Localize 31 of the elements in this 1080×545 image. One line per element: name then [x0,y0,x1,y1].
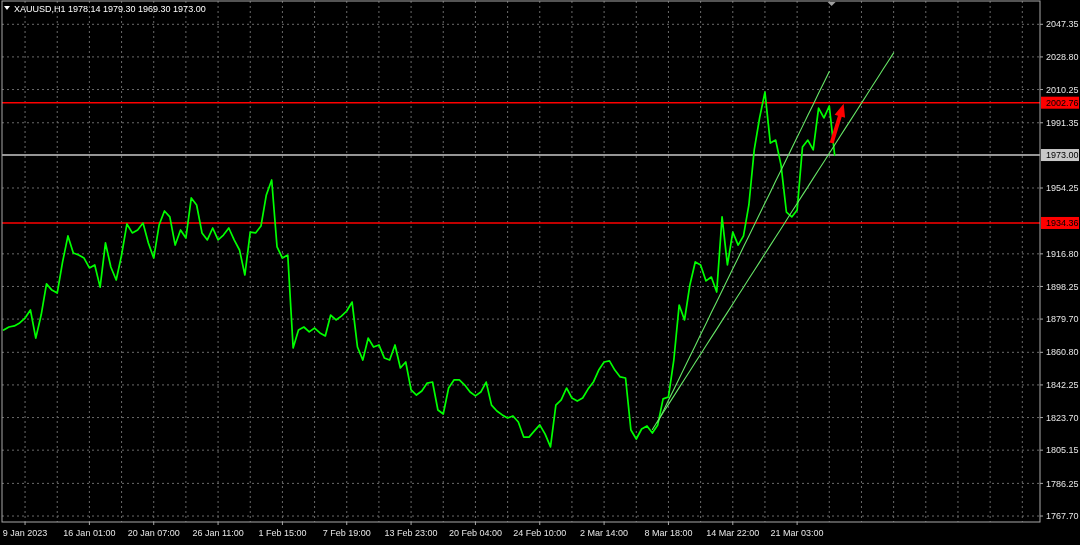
ref-line-label: 1973.00 [1046,150,1079,161]
y-tick-label: 2010.25 [1046,84,1079,95]
x-tick-label: 2 Mar 14:00 [580,528,629,538]
y-tick-label: 2047.35 [1046,19,1079,30]
y-tick-label: 1842.25 [1046,380,1079,391]
y-tick-label: 1954.25 [1046,183,1079,194]
y-tick-label: 1823.70 [1046,412,1079,423]
y-tick-label: 1805.15 [1046,445,1079,456]
x-tick-label: 20 Feb 04:00 [448,528,502,538]
y-tick-label: 1879.70 [1046,314,1079,325]
ref-line-label: 1934.36 [1046,218,1079,229]
y-tick-label: 1898.25 [1046,281,1079,292]
x-tick-label: 24 Feb 10:00 [513,528,567,538]
x-tick-label: 14 Mar 22:00 [706,528,760,538]
chart-title: XAUUSD,H1 1978.14 1979.30 1969.30 1973.00 [14,4,206,14]
x-tick-label: 21 Mar 03:00 [770,528,824,538]
y-tick-label: 1991.35 [1046,117,1079,128]
y-tick-label: 1786.25 [1046,478,1079,489]
x-tick-label: 13 Feb 23:00 [384,528,438,538]
x-tick-label: 1 Feb 15:00 [258,528,307,538]
x-tick-label: 26 Jan 11:00 [192,528,244,538]
y-tick-label: 1767.70 [1046,511,1079,522]
x-tick-label: 20 Jan 07:00 [127,528,180,538]
x-tick-label: 16 Jan 01:00 [63,528,116,538]
y-tick-label: 1916.80 [1046,249,1079,259]
x-tick-label: 8 Mar 18:00 [644,528,693,538]
y-tick-label: 1860.80 [1046,347,1079,358]
ref-line-label: 2002.76 [1046,97,1079,108]
x-tick-label: 9 Jan 2023 [2,528,48,538]
x-tick-label: 7 Feb 19:00 [322,528,371,538]
y-tick-label: 2028.80 [1046,52,1079,63]
